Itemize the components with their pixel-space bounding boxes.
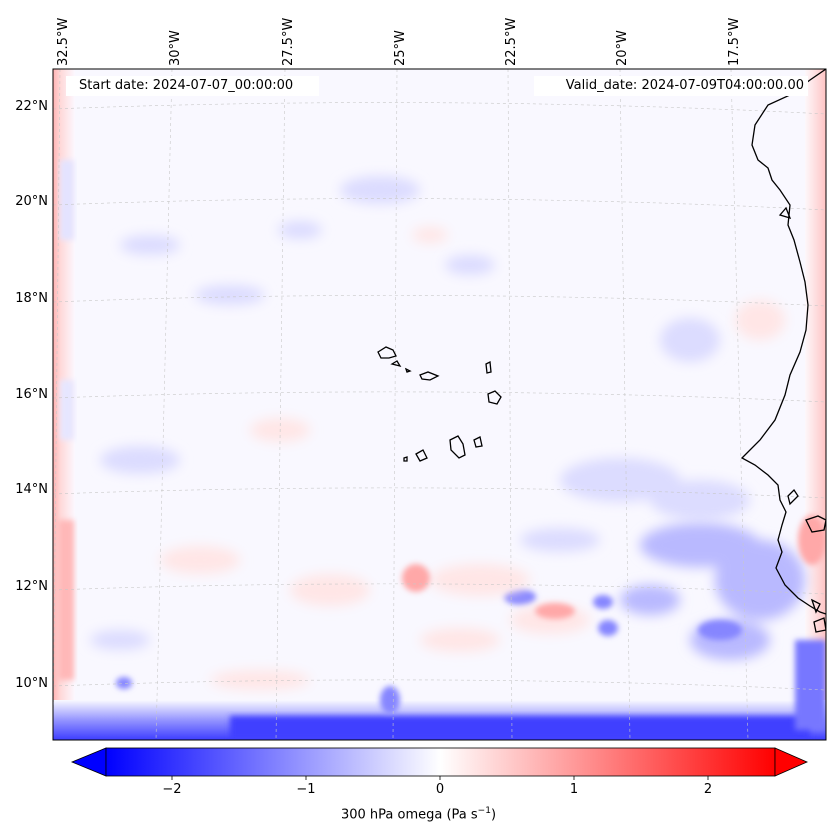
colorbar-ramp <box>105 747 776 777</box>
lat-label: 14°N <box>15 482 48 497</box>
valid-date-label: Valid_date: 2024-07-09T04:00:00.00 <box>534 76 808 96</box>
cape-verde-islands <box>377 346 502 462</box>
graticule <box>53 69 826 740</box>
lat-label: 22°N <box>15 99 48 114</box>
colorbar-extend-min <box>70 747 107 777</box>
colorbar-tick-label: 1 <box>569 782 579 797</box>
colorbar-tick-label: 2 <box>703 782 713 797</box>
lat-label: 18°N <box>15 291 48 306</box>
colorbar-tick-label: −1 <box>296 782 316 797</box>
colorbar-extend-max <box>774 747 808 777</box>
colorbar-ticks <box>171 776 709 780</box>
colorbar-label: 300 hPa omega (Pa s−1) <box>340 806 497 823</box>
coastline <box>740 69 826 633</box>
start-date-label: Start date: 2024-07-07_00:00:00 <box>66 76 319 96</box>
lat-label: 12°N <box>15 579 48 594</box>
colorbar-tick-label: 0 <box>435 782 445 797</box>
lat-label: 10°N <box>15 676 48 691</box>
omega-field <box>53 69 826 740</box>
lat-label: 20°N <box>15 194 48 209</box>
map-frame <box>52 68 827 741</box>
lat-label: 16°N <box>15 387 48 402</box>
colorbar-tick-label: −2 <box>162 782 182 797</box>
